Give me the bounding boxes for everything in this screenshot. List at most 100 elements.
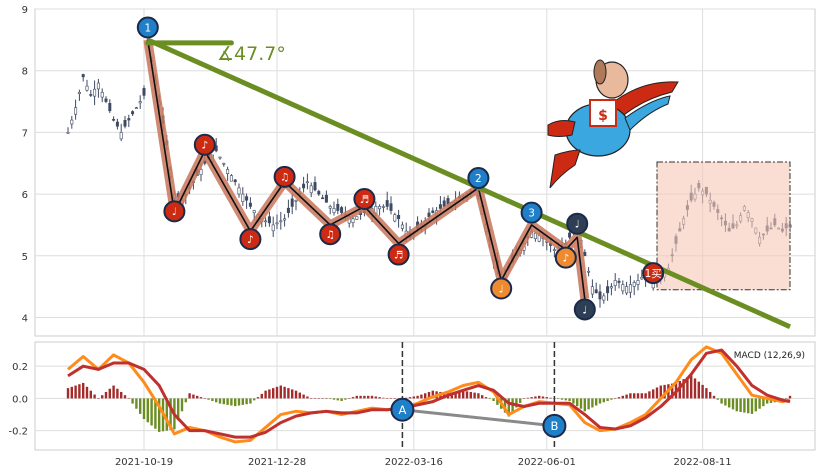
- macd-bar: [180, 398, 184, 412]
- candle-body: [609, 286, 613, 289]
- marker: 3: [520, 201, 543, 224]
- x-axis-ticks: 2021-10-19 2021-12-28 2022-03-16 2022-06-01…: [115, 457, 732, 468]
- candle-body: [100, 91, 104, 98]
- macd-bar: [785, 398, 788, 399]
- macd-bar: [617, 397, 621, 399]
- marker: ♩: [163, 200, 186, 223]
- candle-body: [617, 280, 621, 283]
- candle-body: [583, 252, 587, 257]
- macd-bar: [196, 395, 199, 399]
- marker-circle: [193, 133, 216, 156]
- marker-circle: [467, 167, 490, 190]
- macd-bar: [648, 391, 651, 399]
- macd-bar: [374, 396, 377, 399]
- marker: ♪: [554, 246, 577, 269]
- macd-bar: [325, 398, 328, 399]
- x-tick-label: 2021-10-19: [115, 457, 173, 468]
- macd-bar: [408, 397, 412, 399]
- macd-bar: [355, 395, 358, 399]
- wave-line: [147, 39, 586, 300]
- macd-bar: [705, 388, 708, 399]
- candle-body: [389, 203, 393, 211]
- marker: 1: [136, 16, 159, 39]
- candle-body: [385, 200, 389, 207]
- macd-bar: [697, 381, 700, 399]
- candle-body: [636, 280, 640, 285]
- macd-bar: [142, 398, 146, 420]
- macd-bar: [735, 398, 738, 412]
- macd-bar: [507, 398, 510, 417]
- macd-bar: [165, 398, 168, 431]
- candle-body: [264, 220, 268, 223]
- marker: ♪: [239, 228, 262, 251]
- candle-body: [332, 208, 336, 213]
- raised-arm: [624, 95, 671, 131]
- macd-bar: [431, 390, 434, 399]
- macd-bar: [526, 397, 529, 399]
- macd-bar: [317, 398, 320, 399]
- macd-bar: [545, 397, 548, 399]
- candle-body: [393, 214, 397, 222]
- marker-circle: [353, 188, 376, 211]
- macd-bar: [462, 390, 465, 399]
- macd-bar: [572, 398, 575, 404]
- macd-bar: [739, 398, 742, 412]
- y-tick-label: 9: [22, 5, 28, 16]
- candle-body: [123, 120, 127, 127]
- macd-bar: [336, 398, 339, 401]
- marker-circle: [319, 223, 342, 246]
- candle-body: [431, 210, 435, 213]
- macd-bar: [249, 398, 252, 404]
- candle-body: [66, 132, 70, 134]
- macd-bar: [750, 398, 754, 414]
- macd-bar: [218, 398, 222, 404]
- x-tick-label: 2021-12-28: [248, 457, 306, 468]
- candle-body: [355, 216, 359, 220]
- marker-circle: [490, 277, 513, 300]
- macd-bar: [549, 397, 552, 399]
- macd-bar: [139, 398, 142, 414]
- macd-bar: [663, 384, 666, 399]
- macd-dif-line: [67, 345, 791, 444]
- macd-bar: [123, 395, 127, 399]
- y-tick-label: -0.2: [8, 427, 28, 438]
- macd-bar: [602, 398, 605, 403]
- macd-bar: [329, 398, 332, 400]
- candle-body: [248, 202, 252, 207]
- marker: 1买: [642, 262, 665, 285]
- angle-annotation: ∡47.7°: [145, 40, 286, 65]
- marker: ♩: [573, 298, 596, 321]
- candle-body: [427, 212, 431, 218]
- marker-circle: [163, 200, 186, 223]
- macd-bar: [530, 397, 533, 399]
- candle-body: [302, 183, 306, 189]
- candle-body: [74, 107, 78, 115]
- macd-bar: [154, 398, 157, 429]
- forecast-box-rect: [656, 161, 791, 291]
- candle-body: [568, 232, 572, 238]
- macd-bar: [234, 398, 237, 407]
- marker-label: ♩: [582, 304, 587, 316]
- macd-bar: [313, 398, 317, 399]
- candle-body: [77, 91, 81, 94]
- candle-body: [625, 286, 629, 294]
- marker-circle: [390, 397, 415, 422]
- macd-bar: [203, 398, 206, 399]
- macd-bar: [412, 396, 415, 399]
- macd-bar: [158, 398, 161, 432]
- candle-body: [115, 121, 119, 127]
- macd-bar: [636, 393, 640, 399]
- forecast-box: [656, 161, 791, 291]
- marker: ♪: [193, 133, 216, 156]
- candle-body: [245, 196, 249, 201]
- macd-bar: [625, 394, 628, 399]
- macd-bar: [120, 391, 123, 399]
- macd-bar: [256, 397, 260, 399]
- macd-bar: [184, 398, 187, 403]
- candle-body: [271, 224, 275, 232]
- macd-bar: [788, 395, 792, 399]
- macd-bar: [332, 398, 336, 400]
- candle-body: [233, 179, 237, 183]
- candle-body: [226, 169, 230, 174]
- macd-legend: MACD (12,26,9): [734, 351, 805, 361]
